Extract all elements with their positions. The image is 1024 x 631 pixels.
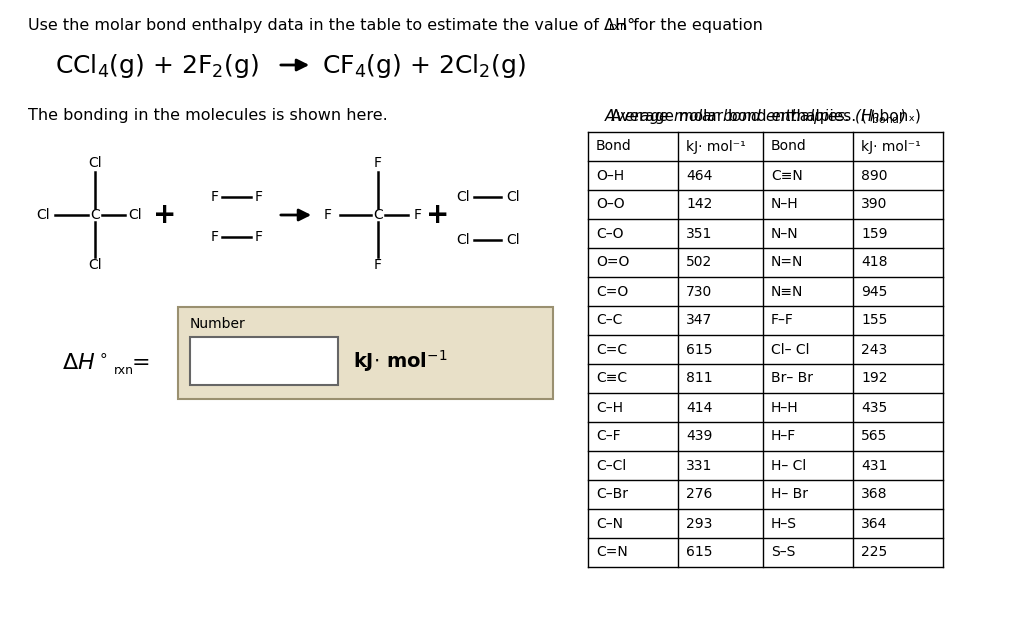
Text: 435: 435 <box>861 401 887 415</box>
Text: F: F <box>374 258 382 272</box>
Text: C–C: C–C <box>596 314 623 327</box>
Text: Cl: Cl <box>456 190 470 204</box>
Text: Cl: Cl <box>88 156 101 170</box>
Text: H–H: H–H <box>771 401 799 415</box>
Text: F: F <box>414 208 422 222</box>
Text: Cl: Cl <box>506 233 520 247</box>
Text: Bond: Bond <box>596 139 632 153</box>
Text: 276: 276 <box>686 488 713 502</box>
Text: 811: 811 <box>686 372 713 386</box>
FancyBboxPatch shape <box>190 337 338 385</box>
Text: N=N: N=N <box>771 256 804 269</box>
Text: kJ· mol⁻¹: kJ· mol⁻¹ <box>861 139 921 153</box>
Text: H– Cl: H– Cl <box>771 459 806 473</box>
Text: H– Br: H– Br <box>771 488 808 502</box>
Text: C=O: C=O <box>596 285 629 298</box>
Text: CCl$_4$(g) + 2F$_2$(g): CCl$_4$(g) + 2F$_2$(g) <box>55 52 259 80</box>
Text: kJ· mol⁻¹: kJ· mol⁻¹ <box>686 139 745 153</box>
Text: =: = <box>132 353 151 373</box>
Text: C–H: C–H <box>596 401 623 415</box>
Text: F: F <box>211 190 219 204</box>
Text: H–S: H–S <box>771 517 797 531</box>
Text: Cl: Cl <box>506 190 520 204</box>
Text: S–S: S–S <box>771 546 796 560</box>
Text: 464: 464 <box>686 168 713 182</box>
Text: O=O: O=O <box>596 256 630 269</box>
Text: CF$_4$(g) + 2Cl$_2$(g): CF$_4$(g) + 2Cl$_2$(g) <box>322 52 525 80</box>
Text: F: F <box>374 156 382 170</box>
Text: C: C <box>90 208 100 222</box>
Text: 431: 431 <box>861 459 888 473</box>
Text: 730: 730 <box>686 285 713 298</box>
Text: kJ$\cdot$ mol$^{-1}$: kJ$\cdot$ mol$^{-1}$ <box>353 348 447 374</box>
Text: 364: 364 <box>861 517 888 531</box>
Text: C–Br: C–Br <box>596 488 628 502</box>
Text: O–H: O–H <box>596 168 624 182</box>
Text: 945: 945 <box>861 285 888 298</box>
Text: C–O: C–O <box>596 227 624 240</box>
Text: C≡N: C≡N <box>771 168 803 182</box>
Text: 414: 414 <box>686 401 713 415</box>
Text: 418: 418 <box>861 256 888 269</box>
Text: 331: 331 <box>686 459 713 473</box>
Text: 347: 347 <box>686 314 713 327</box>
Text: 142: 142 <box>686 198 713 211</box>
Text: C–Cl: C–Cl <box>596 459 627 473</box>
Text: +: + <box>426 201 450 229</box>
Text: 159: 159 <box>861 227 888 240</box>
Text: F: F <box>255 190 263 204</box>
Text: The bonding in the molecules is shown here.: The bonding in the molecules is shown he… <box>28 108 388 123</box>
Text: 351: 351 <box>686 227 713 240</box>
Text: 155: 155 <box>861 314 888 327</box>
Text: Average molar bond enthalpies. ( ℎbonₓ): Average molar bond enthalpies. ( ℎbonₓ) <box>610 109 921 124</box>
Text: +: + <box>154 201 177 229</box>
Text: O–O: O–O <box>596 198 625 211</box>
Text: C=C: C=C <box>596 343 627 357</box>
Text: H–F: H–F <box>771 430 797 444</box>
Text: N–H: N–H <box>771 198 799 211</box>
Text: 390: 390 <box>861 198 888 211</box>
Text: rxn: rxn <box>114 365 134 377</box>
Text: Cl: Cl <box>88 258 101 272</box>
Text: 565: 565 <box>861 430 888 444</box>
Text: for the equation: for the equation <box>628 18 763 33</box>
Text: rxn: rxn <box>609 22 627 32</box>
Text: C=N: C=N <box>596 546 628 560</box>
Text: 615: 615 <box>686 546 713 560</box>
Text: C–N: C–N <box>596 517 623 531</box>
Text: Br– Br: Br– Br <box>771 372 813 386</box>
Text: N–N: N–N <box>771 227 799 240</box>
Text: 293: 293 <box>686 517 713 531</box>
Text: $\Delta H^\circ$: $\Delta H^\circ$ <box>62 353 108 374</box>
Text: Cl: Cl <box>36 208 50 222</box>
Text: N≡N: N≡N <box>771 285 804 298</box>
Text: 225: 225 <box>861 546 887 560</box>
Text: 890: 890 <box>861 168 888 182</box>
Text: Number: Number <box>190 317 246 331</box>
Text: 368: 368 <box>861 488 888 502</box>
Text: F: F <box>211 230 219 244</box>
Text: F–F: F–F <box>771 314 794 327</box>
Text: Cl: Cl <box>456 233 470 247</box>
Text: Cl: Cl <box>128 208 141 222</box>
Text: C≡C: C≡C <box>596 372 627 386</box>
Text: 502: 502 <box>686 256 713 269</box>
Text: Bond: Bond <box>771 139 807 153</box>
Text: F: F <box>255 230 263 244</box>
Text: C: C <box>373 208 383 222</box>
Text: F: F <box>324 208 332 222</box>
Text: 243: 243 <box>861 343 887 357</box>
Text: 615: 615 <box>686 343 713 357</box>
Text: Average molar bond enthalpies. ($H_\mathrm{bond}$): Average molar bond enthalpies. ($H_\math… <box>604 107 905 126</box>
Text: Cl– Cl: Cl– Cl <box>771 343 810 357</box>
Text: Use the molar bond enthalpy data in the table to estimate the value of ΔH°: Use the molar bond enthalpy data in the … <box>28 18 635 33</box>
Text: 439: 439 <box>686 430 713 444</box>
FancyBboxPatch shape <box>178 307 553 399</box>
Text: 192: 192 <box>861 372 888 386</box>
Text: C–F: C–F <box>596 430 621 444</box>
